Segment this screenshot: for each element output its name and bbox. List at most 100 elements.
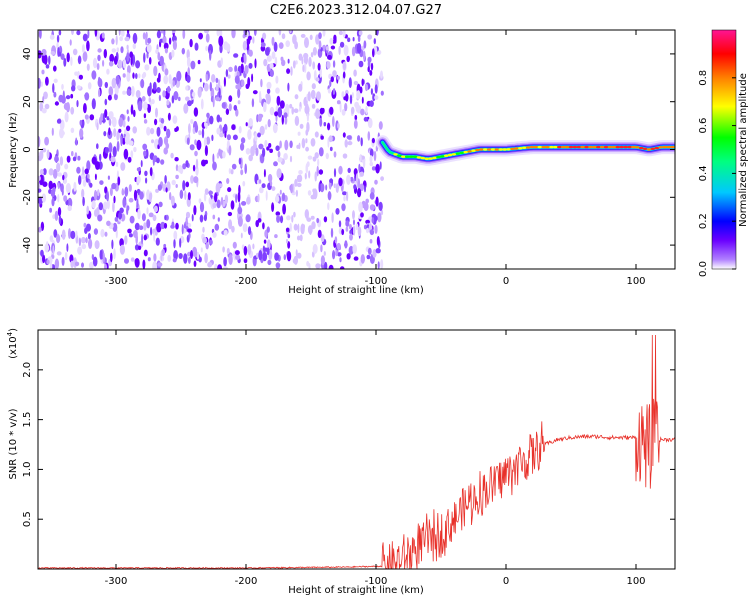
noise-speck: [371, 137, 375, 144]
noise-speck: [85, 237, 88, 244]
noise-speck: [266, 226, 270, 233]
noise-speck: [81, 262, 84, 268]
noise-speck: [97, 214, 103, 222]
noise-speck: [289, 103, 293, 109]
noise-speck: [152, 155, 155, 166]
noise-speck: [214, 263, 218, 269]
noise-speck: [103, 201, 108, 210]
signal-core: [393, 153, 398, 156]
noise-speck: [318, 169, 324, 175]
noise-speck: [371, 166, 376, 171]
noise-speck: [320, 234, 325, 243]
noise-speck: [172, 115, 178, 124]
noise-speck: [163, 243, 167, 248]
noise-speck: [361, 78, 364, 87]
noise-speck: [264, 124, 268, 130]
noise-speck: [268, 143, 272, 148]
noise-speck: [58, 215, 62, 225]
noise-speck: [114, 85, 119, 95]
noise-speck: [230, 200, 235, 210]
noise-speck: [334, 236, 338, 244]
noise-speck: [203, 82, 209, 92]
signal-core: [561, 145, 566, 149]
noise-speck: [135, 73, 138, 79]
noise-speck: [156, 157, 160, 164]
noise-speck: [104, 98, 108, 106]
noise-speck: [342, 61, 347, 71]
noise-speck: [172, 30, 176, 34]
noise-speck: [234, 250, 240, 256]
x-tick-label: -200: [235, 576, 258, 587]
noise-speck: [103, 131, 107, 137]
noise-speck: [231, 30, 236, 39]
signal-core: [533, 145, 539, 149]
noise-speck: [136, 167, 141, 172]
noise-speck: [173, 250, 179, 261]
noise-speck: [315, 77, 320, 82]
noise-speck: [283, 254, 286, 261]
noise-speck: [66, 155, 71, 163]
noise-speck: [127, 228, 132, 234]
noise-speck: [357, 226, 362, 237]
noise-speck: [209, 115, 214, 125]
noise-speck: [51, 197, 55, 207]
noise-speck: [155, 188, 159, 193]
noise-speck: [144, 64, 150, 71]
noise-speck: [287, 234, 291, 239]
noise-speck: [134, 258, 140, 268]
noise-speck: [182, 30, 186, 40]
noise-speck: [63, 195, 68, 202]
noise-speck: [134, 244, 140, 251]
y-tick-label: 0: [22, 146, 33, 152]
noise-speck: [132, 126, 137, 134]
noise-speck: [355, 102, 360, 113]
y-tick-label: 0.5: [22, 511, 33, 527]
noise-speck: [53, 65, 57, 72]
noise-speck: [353, 219, 355, 226]
signal-core: [451, 153, 457, 156]
noise-speck: [276, 168, 282, 179]
noise-speck: [360, 212, 364, 218]
noise-speck: [343, 195, 346, 202]
noise-speck: [357, 35, 361, 42]
noise-speck: [124, 36, 130, 42]
noise-speck: [311, 221, 316, 230]
noise-speck: [130, 257, 135, 262]
noise-speck: [61, 83, 64, 90]
noise-speck: [42, 181, 48, 187]
noise-speck: [263, 239, 267, 244]
noise-speck: [317, 158, 320, 167]
noise-speck: [143, 113, 147, 119]
noise-speck: [175, 126, 179, 132]
noise-speck: [281, 192, 286, 202]
noise-speck: [257, 218, 262, 223]
noise-speck: [156, 30, 161, 39]
noise-speck: [369, 204, 375, 211]
noise-speck: [70, 56, 73, 66]
noise-speck: [185, 211, 191, 219]
noise-speck: [342, 30, 346, 38]
y-tick-label: 20: [22, 95, 33, 108]
signal-core: [545, 145, 550, 149]
noise-speck: [356, 90, 361, 100]
noise-speck: [107, 175, 110, 180]
noise-speck: [171, 95, 175, 104]
noise-speck: [182, 163, 187, 170]
noise-speck: [44, 103, 50, 110]
noise-speck: [362, 50, 366, 61]
noise-speck: [273, 161, 278, 167]
noise-speck: [312, 47, 317, 56]
noise-speck: [218, 183, 223, 188]
noise-speck: [122, 73, 126, 78]
noise-speck: [175, 222, 179, 230]
noise-speck: [252, 243, 255, 250]
noise-speck: [219, 132, 224, 138]
noise-speck: [72, 48, 78, 56]
noise-speck: [204, 188, 209, 196]
noise-speck: [61, 188, 64, 196]
noise-speck: [153, 253, 157, 262]
noise-speck: [358, 60, 364, 68]
snr-series-line: [38, 334, 675, 569]
noise-speck: [194, 123, 199, 133]
signal-core: [607, 145, 613, 149]
